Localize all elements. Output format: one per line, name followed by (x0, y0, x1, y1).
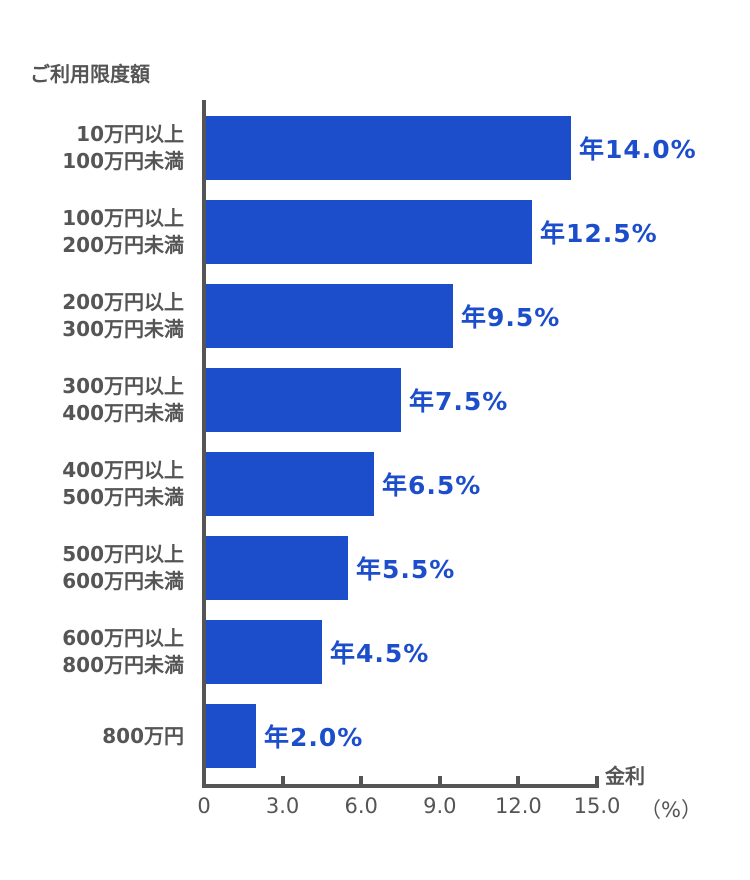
bar-row: 300万円以上 400万円未満 年7.5% (0, 368, 750, 432)
bar-row: 100万円以上 200万円未満 年12.5% (0, 200, 750, 264)
value-label: 年9.5% (461, 303, 561, 332)
bar (206, 116, 571, 180)
category-label-line: 600万円未満 (62, 569, 184, 593)
bar (206, 620, 322, 684)
x-tick-label: 9.0 (423, 794, 457, 818)
category-label: 400万円以上 500万円未満 (62, 452, 184, 516)
bar-row: 800万円 年2.0% (0, 704, 750, 768)
category-label: 800万円 (102, 704, 184, 768)
x-tick-mark (359, 776, 364, 786)
bar (206, 704, 256, 768)
category-label: 100万円以上 200万円未満 (62, 200, 184, 264)
category-label: 200万円以上 300万円未満 (62, 284, 184, 348)
value-label: 年14.0% (579, 135, 697, 164)
value-label: 年5.5% (356, 555, 456, 584)
bar-row: 10万円以上 100万円未満 年14.0% (0, 116, 750, 180)
x-axis-title: 金利 (605, 764, 645, 788)
bar-row: 400万円以上 500万円未満 年6.5% (0, 452, 750, 516)
category-label-line: 200万円未満 (62, 233, 184, 257)
value-label: 年7.5% (409, 387, 509, 416)
bar (206, 536, 348, 600)
category-label: 500万円以上 600万円未満 (62, 536, 184, 600)
x-tick-label: 3.0 (265, 794, 300, 818)
bar-row: 600万円以上 800万円未満 年4.5% (0, 620, 750, 684)
category-label-line: 600万円以上 (62, 626, 184, 650)
x-tick-mark (595, 776, 599, 786)
x-tick-label: 12.0 (495, 794, 542, 818)
category-label: 10万円以上 100万円未満 (62, 116, 184, 180)
category-label-line: 100万円以上 (62, 206, 184, 230)
x-tick-label: 15.0 (573, 794, 621, 818)
bar (206, 452, 374, 516)
category-label-line: 10万円以上 (76, 122, 184, 146)
category-label: 600万円以上 800万円未満 (62, 620, 184, 684)
category-label-line: 400万円以上 (62, 458, 184, 482)
category-label-line: 400万円未満 (62, 401, 184, 425)
category-label-line: 300万円未満 (62, 317, 184, 341)
category-label-line: 100万円未満 (62, 149, 184, 173)
x-tick-mark (280, 776, 285, 786)
bar-row: 500万円以上 600万円未満 年5.5% (0, 536, 750, 600)
y-axis-line (202, 100, 206, 788)
bar (206, 368, 401, 432)
x-tick-mark (437, 776, 442, 786)
value-label: 年4.5% (330, 639, 430, 668)
category-label-line: 500万円未満 (62, 485, 184, 509)
x-axis-unit: （%） (640, 798, 702, 822)
category-label-line: 800万円未満 (62, 653, 184, 677)
category-label-line: 500万円以上 (62, 542, 184, 566)
x-tick-mark (516, 776, 521, 786)
x-tick-label: 0 (197, 794, 211, 818)
category-label: 300万円以上 400万円未満 (62, 368, 184, 432)
bar (206, 200, 532, 264)
category-label-line: 300万円以上 (62, 374, 184, 398)
bar-row: 200万円以上 300万円未満 年9.5% (0, 284, 750, 348)
category-label-line: 800万円 (102, 723, 184, 748)
x-tick-label: 6.0 (344, 794, 378, 818)
bar (206, 284, 453, 348)
category-label-line: 200万円以上 (62, 290, 184, 314)
x-axis-line (202, 784, 599, 788)
value-label: 年6.5% (382, 471, 482, 500)
value-label: 年12.5% (540, 219, 658, 248)
value-label: 年2.0% (264, 723, 364, 752)
y-axis-title: ご利用限度額 (30, 62, 150, 86)
